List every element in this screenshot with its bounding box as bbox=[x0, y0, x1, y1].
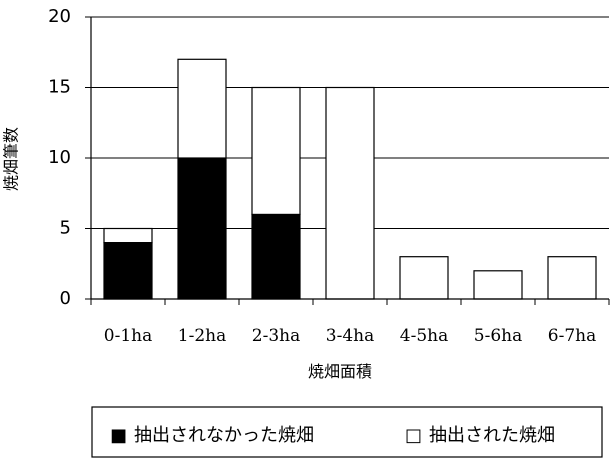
x-tick-label: 2-3ha bbox=[252, 326, 300, 346]
x-tick-label: 1-2ha bbox=[178, 326, 226, 346]
x-tick-label: 6-7ha bbox=[548, 326, 596, 346]
legend-frame bbox=[91, 406, 603, 458]
legend-label-not-extracted: 抽出されなかった焼畑 bbox=[134, 425, 314, 446]
bar-segment-extracted bbox=[399, 256, 449, 300]
y-tick-label: 5 bbox=[60, 218, 71, 239]
x-tick-label: 4-5ha bbox=[400, 326, 448, 346]
legend-marker-extracted: □ bbox=[405, 425, 422, 446]
y-tick-label: 20 bbox=[48, 6, 71, 27]
bar-segment-extracted bbox=[177, 58, 227, 159]
bar-segment-not-extracted bbox=[251, 213, 301, 300]
y-axis-label: 焼畑筆数 bbox=[2, 127, 21, 191]
legend-marker-not-extracted: ■ bbox=[110, 425, 127, 446]
axes bbox=[85, 16, 610, 305]
bar-segment-not-extracted bbox=[103, 242, 153, 300]
bar-segment-extracted bbox=[473, 270, 523, 300]
bar-segment-extracted bbox=[103, 227, 153, 244]
x-tick-label: 5-6ha bbox=[474, 326, 522, 346]
y-tick-labels: 0 5 10 15 20 bbox=[48, 6, 71, 309]
bar-segment-extracted bbox=[547, 256, 597, 300]
x-axis-label: 焼畑面積 bbox=[308, 362, 372, 381]
bar-segment-not-extracted bbox=[177, 157, 227, 300]
bar-segment-extracted bbox=[251, 86, 301, 216]
legend: ■ 抽出されなかった焼畑 □ 抽出された焼畑 bbox=[91, 406, 603, 458]
y-tick-label: 15 bbox=[48, 77, 71, 98]
x-tick-label: 3-4ha bbox=[326, 326, 374, 346]
y-tick-label: 10 bbox=[48, 147, 71, 168]
bars bbox=[103, 58, 597, 300]
bar-segment-extracted bbox=[325, 86, 375, 300]
x-tick-labels: 0-1ha 1-2ha 2-3ha 3-4ha 4-5ha 5-6ha 6-7ha bbox=[104, 326, 596, 346]
x-tick-label: 0-1ha bbox=[104, 326, 152, 346]
y-tick-label: 0 bbox=[60, 288, 71, 309]
legend-label-extracted: 抽出された焼畑 bbox=[429, 425, 555, 446]
